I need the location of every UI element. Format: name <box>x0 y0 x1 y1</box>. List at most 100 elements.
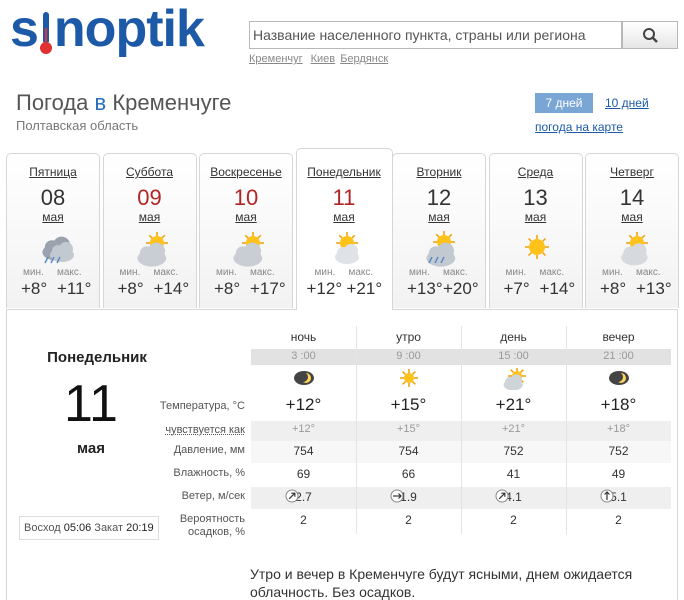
day-date: 11 <box>332 185 356 210</box>
column-divider <box>566 326 567 534</box>
min-temp: +13° <box>407 279 443 298</box>
wind-arrow-svg <box>600 489 614 503</box>
max-temp: +20° <box>443 279 479 298</box>
period-icon-svg <box>399 369 418 387</box>
map-link[interactable]: погода на карте <box>535 120 623 134</box>
row-value: +18° <box>600 395 637 414</box>
period-icon <box>395 368 423 390</box>
weather-icon-svg <box>136 232 168 267</box>
day-tab[interactable]: Суббота 09 мая мин. макс. +8° +14° <box>102 153 197 308</box>
wind-arrow-svg <box>495 489 509 503</box>
thermometer <box>39 12 52 54</box>
title-text: Кременчуге <box>112 90 232 115</box>
tab-10-days[interactable]: 10 дней <box>605 96 649 110</box>
day-name: Понедельник <box>307 165 381 179</box>
row-value: 2 <box>405 513 412 527</box>
period-icon <box>605 368 633 390</box>
day-name: Воскресенье <box>210 165 282 179</box>
logo-thermometer <box>39 9 53 55</box>
day-month: мая <box>621 210 643 224</box>
max-temp: +17° <box>250 279 286 298</box>
day-tab[interactable]: Четверг 14 мая мин. макс. +8° +13° <box>585 153 679 308</box>
day-tab[interactable]: Среда 13 мая мин. макс. +7° +14° <box>488 153 583 308</box>
detail-month: мая <box>77 440 105 457</box>
day-month: мая <box>428 210 450 224</box>
wind-arrow <box>390 489 404 503</box>
tab-7-days[interactable]: 7 дней <box>535 93 593 113</box>
row-value: +12° <box>285 395 322 414</box>
weather-icon-svg <box>426 231 456 267</box>
day-month: мая <box>42 210 64 224</box>
max-label: макс. <box>636 267 661 278</box>
row-value: 5.1 <box>610 490 627 504</box>
weather-icon-svg <box>524 235 549 259</box>
period-name: вечер <box>602 330 635 344</box>
day-name: Суббота <box>126 165 173 179</box>
period-icon <box>500 367 528 391</box>
sunrise-label: Восход <box>24 522 61 534</box>
day-tab[interactable]: Понедельник 11 мая мин. макс. +12° +21° <box>295 148 393 310</box>
min-label: мин. <box>314 267 336 278</box>
weather-icon <box>613 231 655 267</box>
row-label: Влажность, % <box>173 467 245 479</box>
min-label: мин. <box>23 267 44 278</box>
region: Полтавская область <box>16 118 139 133</box>
max-label: макс. <box>443 267 468 278</box>
day-name: Среда <box>517 165 554 179</box>
min-label: мин. <box>216 267 237 278</box>
period-name: ночь <box>290 330 317 344</box>
title-text: в <box>94 90 107 115</box>
max-temp: +21° <box>346 279 383 298</box>
logo[interactable]: s noptik <box>10 0 205 60</box>
period-icon-svg <box>293 371 314 385</box>
max-label: макс. <box>57 267 82 278</box>
search-input[interactable]: Название населенного пункта, страны или … <box>249 21 622 49</box>
search-button-svg <box>643 28 658 43</box>
logo-text: s <box>10 0 39 58</box>
period-time: 21 :00 <box>603 350 634 362</box>
day-tab[interactable]: Пятница 08 мая мин. макс. +8° +11° <box>6 153 100 308</box>
recent-link[interactable]: Кременчуг <box>249 53 303 65</box>
title-text: Погода <box>16 90 89 115</box>
row-value: 754 <box>398 444 419 458</box>
row-value: 1.9 <box>400 490 417 504</box>
sun-times: Восход 05:06 Закат 20:19 <box>19 516 159 540</box>
weather-icon-svg <box>42 236 74 264</box>
row-value: +21° <box>495 395 532 414</box>
row-value: 4.1 <box>505 490 522 504</box>
period-time: 15 :00 <box>498 350 529 362</box>
period-icon <box>290 368 318 390</box>
weather-icon-svg <box>621 232 648 266</box>
min-temp: +7° <box>503 279 530 298</box>
max-temp: +14° <box>539 279 576 298</box>
wind-arrow-svg <box>285 489 299 503</box>
sunset-label: Закат <box>94 522 124 534</box>
period-name: день <box>500 330 527 344</box>
row-value: 752 <box>608 444 629 458</box>
max-label: макс. <box>250 267 275 278</box>
max-temp: +14° <box>153 279 190 298</box>
row-label: Ветер, м/сек <box>181 490 245 502</box>
day-tab[interactable]: Вторник 12 мая мин. макс. +13° +20° <box>392 153 486 308</box>
day-date: 08 <box>40 185 66 210</box>
row-value: +15° <box>396 423 421 435</box>
day-month: мая <box>524 210 547 224</box>
day-tab[interactable]: Воскресенье 10 мая мин. макс. +8° +17° <box>199 153 293 308</box>
day-name: Вторник <box>416 165 462 179</box>
min-temp: +8° <box>21 279 48 298</box>
search-button <box>622 21 678 49</box>
day-name: Четверг <box>610 165 654 179</box>
row-value: +15° <box>390 395 427 414</box>
min-label: мин. <box>505 267 527 278</box>
recent-link[interactable]: Бердянск <box>340 53 389 65</box>
recent-link[interactable]: Киев <box>310 53 336 65</box>
day-date: 10 <box>233 185 259 210</box>
wind-arrow <box>600 489 614 503</box>
row-label: чувствуется как <box>165 424 245 436</box>
day-month: мая <box>333 210 355 224</box>
row-value: 49 <box>611 467 626 481</box>
row-value: 752 <box>503 444 524 458</box>
detail-panel: Понедельник 11 мая Восход 05:06 Закат 20:19… <box>6 309 678 600</box>
day-month: мая <box>138 210 161 224</box>
wind-arrow-svg <box>390 489 404 503</box>
